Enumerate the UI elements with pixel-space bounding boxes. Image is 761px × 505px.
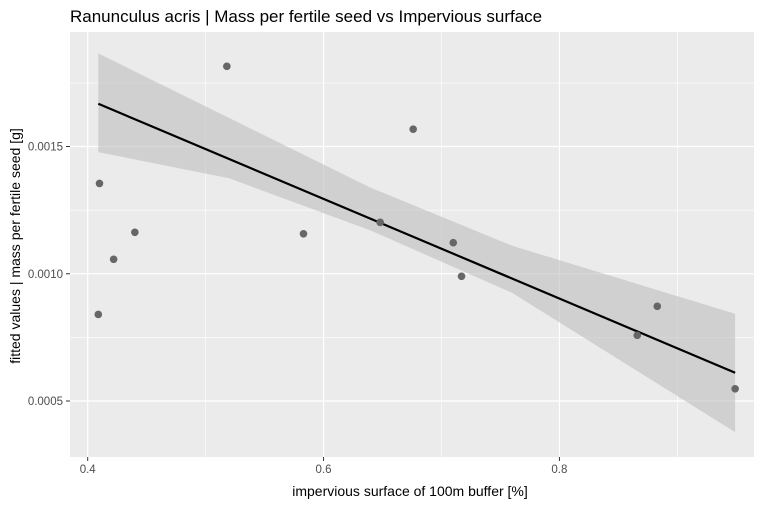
confidence-band [98, 53, 736, 433]
data-point [633, 331, 642, 340]
data-point [109, 255, 118, 264]
data-point [299, 230, 308, 238]
data-point [131, 228, 139, 237]
data-point [449, 238, 458, 247]
x-tick-label: 0.8 [551, 464, 567, 476]
x-axis: 0.4 0.6 0.8 [80, 457, 567, 476]
x-axis-title: impervious surface of 100m buffer [%] [292, 483, 528, 499]
data-point [94, 310, 103, 319]
chart-title: Ranunculus acris | Mass per fertile seed… [70, 7, 542, 26]
x-tick-label: 0.6 [316, 464, 332, 476]
grid-lines [70, 32, 754, 457]
regression-line [97, 102, 736, 374]
y-tick-label: 0.0015 [28, 142, 63, 154]
data-point [376, 218, 384, 227]
data-points [94, 62, 739, 393]
data-point [223, 62, 231, 71]
x-tick-label: 0.4 [80, 464, 97, 476]
data-point [653, 302, 662, 311]
data-point [457, 272, 466, 281]
data-point [95, 179, 104, 188]
y-axis: 0.0005 0.0010 0.0015 [28, 142, 70, 408]
y-axis-title: fitted values | mass per fertile seed [g… [7, 128, 23, 364]
data-point [731, 384, 739, 393]
data-point [409, 125, 417, 134]
y-tick-label: 0.0010 [28, 269, 63, 281]
y-tick-label: 0.0005 [28, 396, 63, 408]
